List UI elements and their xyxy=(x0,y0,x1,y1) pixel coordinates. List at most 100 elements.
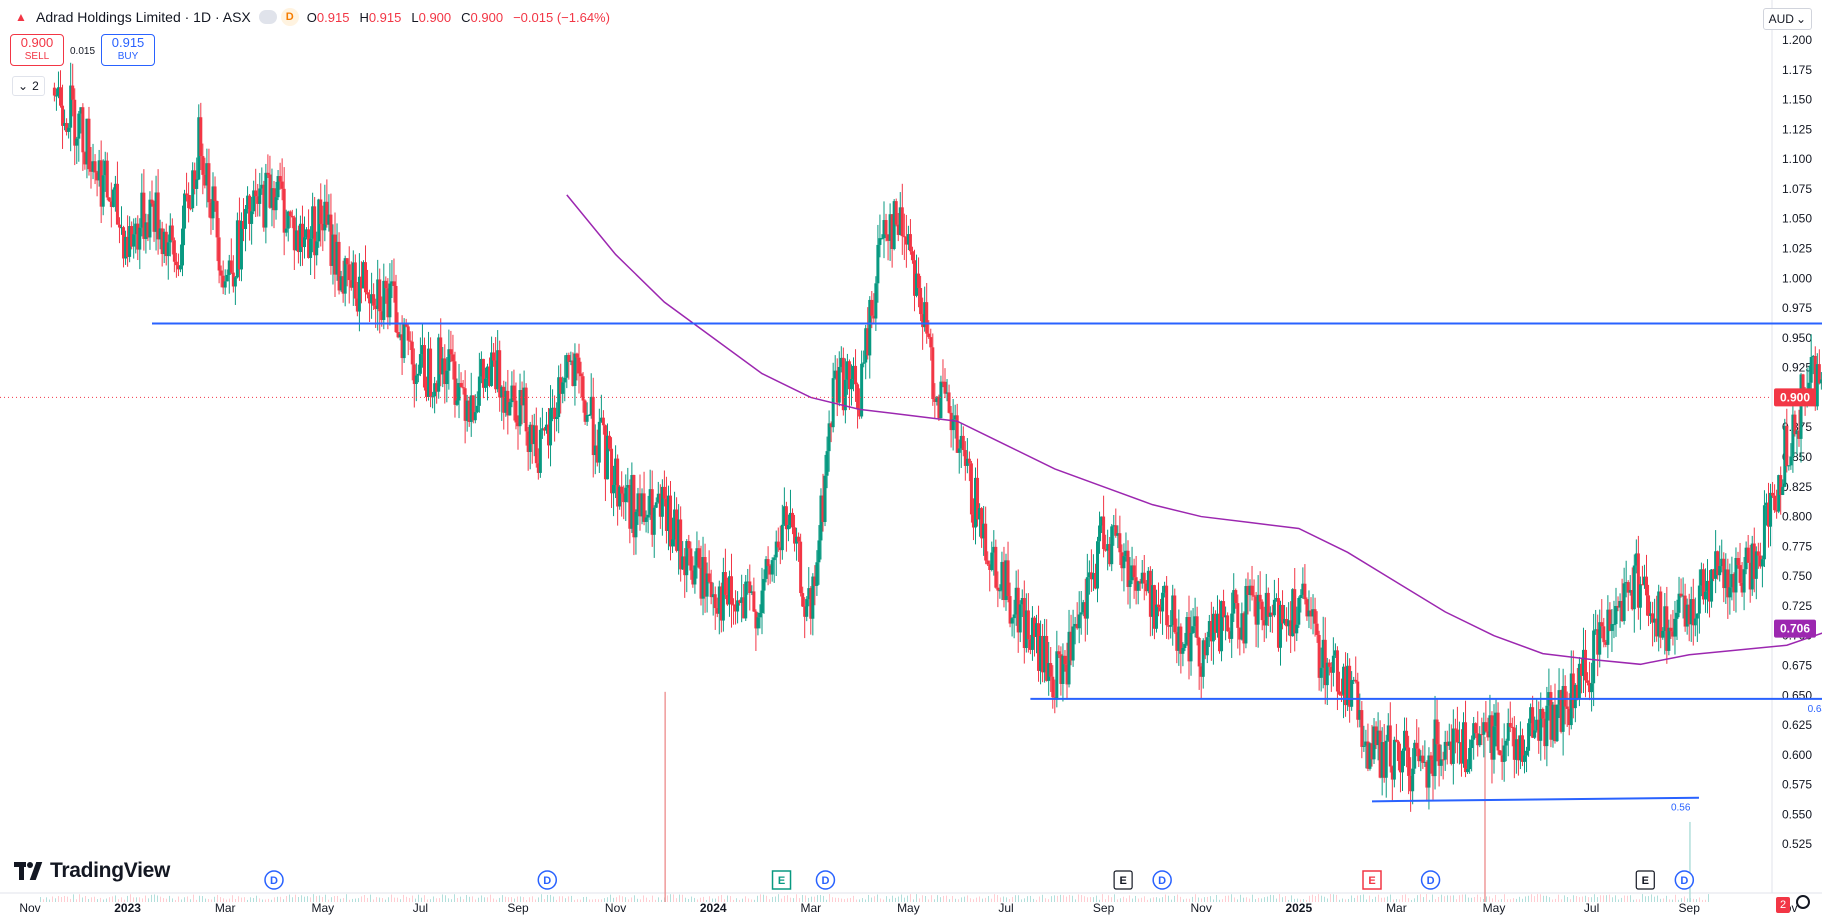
candle-body xyxy=(1051,676,1055,698)
earnings-marker-icon[interactable] xyxy=(1362,870,1382,890)
volume-bar xyxy=(1507,899,1508,902)
candle-body xyxy=(309,238,313,258)
volume-bar xyxy=(1333,894,1334,902)
candle-body xyxy=(797,536,801,542)
candle-body xyxy=(522,387,526,406)
horizontal-line[interactable] xyxy=(1371,796,1699,803)
volume-bar xyxy=(1288,899,1289,902)
volume-bar xyxy=(496,899,497,902)
candle-body xyxy=(660,486,664,517)
candle-body xyxy=(1301,583,1305,595)
volume-bar xyxy=(514,898,515,902)
candle-body xyxy=(736,600,740,612)
dividend-marker-icon[interactable] xyxy=(1420,870,1441,890)
candle-body xyxy=(1457,742,1461,744)
earnings-marker-icon[interactable] xyxy=(771,870,792,890)
volume-bar xyxy=(1387,896,1388,902)
candle-body xyxy=(1697,585,1701,614)
candle-body xyxy=(583,400,587,422)
dividend-marker-icon[interactable] xyxy=(815,870,836,890)
candle-body xyxy=(866,328,870,356)
candle-body xyxy=(455,400,459,405)
candle-body xyxy=(1533,730,1537,738)
delayed-data-badge[interactable]: D xyxy=(280,8,299,26)
candle-body xyxy=(1718,566,1722,576)
volume-bar xyxy=(1210,896,1211,902)
volume-bar xyxy=(211,899,212,902)
market-status[interactable]: D xyxy=(258,8,299,26)
volume-bar xyxy=(1696,899,1697,902)
candle-body xyxy=(1608,609,1612,631)
dividend-marker-icon[interactable] xyxy=(1152,870,1172,890)
volume-bar xyxy=(49,899,50,902)
candle-body xyxy=(67,127,71,132)
candle-body xyxy=(435,383,439,392)
symbol-title[interactable]: Adrad Holdings Limited · 1D · ASX xyxy=(36,9,251,25)
volume-bar xyxy=(1225,895,1226,902)
candle-body xyxy=(339,276,343,291)
candle-body xyxy=(1586,680,1590,683)
volume-bar xyxy=(1456,899,1457,902)
buy-button[interactable]: 0.915 BUY xyxy=(101,34,156,66)
volume-bar xyxy=(250,897,251,902)
volume-bar xyxy=(388,897,389,902)
volume-bar xyxy=(1180,896,1181,902)
currency-button[interactable]: AUD ⌄ xyxy=(1762,8,1812,30)
volume-bar xyxy=(895,897,896,902)
candle-body xyxy=(217,237,221,271)
candle-body xyxy=(923,302,927,328)
ma-value-label: 0.706 xyxy=(1780,622,1810,636)
indicators-toggle[interactable]: ⌄ 2 xyxy=(12,76,45,96)
volume-bar xyxy=(1624,895,1625,902)
axis-alert-count[interactable]: 2 xyxy=(1776,897,1790,913)
candle-body xyxy=(1315,623,1319,635)
volume-bar xyxy=(769,899,770,902)
volume-bar xyxy=(568,896,569,902)
volume-bar xyxy=(244,897,245,902)
candle-body xyxy=(284,228,288,233)
candle-body xyxy=(79,107,83,114)
candle-body xyxy=(900,207,904,237)
earnings-marker-icon[interactable] xyxy=(1635,870,1655,890)
candle-body xyxy=(1250,585,1254,596)
dividend-marker-icon[interactable] xyxy=(264,870,284,890)
candle-body xyxy=(1291,589,1295,637)
candle-body xyxy=(746,581,750,583)
volume-bar xyxy=(1693,898,1694,902)
volume-bar xyxy=(1519,896,1520,902)
candle-body xyxy=(75,138,79,146)
volume-bar xyxy=(898,896,899,902)
gear-icon[interactable] xyxy=(1796,895,1810,909)
volume-bar xyxy=(1093,897,1094,902)
candle-body xyxy=(345,258,349,265)
candle-body xyxy=(587,414,591,416)
dividend-marker-icon[interactable] xyxy=(1674,870,1695,890)
candle-body xyxy=(939,381,943,419)
sell-button[interactable]: 0.900 SELL xyxy=(10,34,64,66)
chart-header: ▲ Adrad Holdings Limited · 1D · ASX D O0… xyxy=(0,0,610,34)
candle-body xyxy=(1354,679,1358,682)
dividend-marker-icon[interactable] xyxy=(537,870,558,890)
tradingview-logo[interactable]: TradingView xyxy=(14,859,170,883)
volume-bar xyxy=(640,899,641,902)
volume-bar xyxy=(559,896,560,902)
candle-body xyxy=(884,220,888,235)
earnings-marker-icon[interactable] xyxy=(1113,870,1133,890)
volume-bar xyxy=(511,897,512,902)
candle-body xyxy=(1224,615,1228,618)
volume-bar xyxy=(880,898,881,902)
candle-body xyxy=(1665,606,1669,651)
y-tick-label: 1.175 xyxy=(1782,63,1812,77)
volume-bar xyxy=(370,894,371,902)
candle-body xyxy=(396,332,400,338)
candle-body xyxy=(427,348,431,397)
volume-bar xyxy=(373,899,374,902)
candle-body xyxy=(1392,739,1396,780)
volume-bar xyxy=(334,896,335,902)
volume-bar xyxy=(922,895,923,902)
volume-bar xyxy=(136,897,137,902)
volume-bar xyxy=(1420,894,1421,902)
candle-body xyxy=(223,281,227,288)
candle-body xyxy=(514,400,518,423)
